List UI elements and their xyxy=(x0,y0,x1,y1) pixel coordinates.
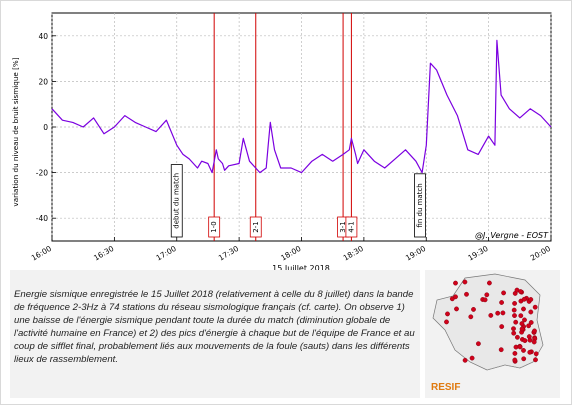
station-marker xyxy=(464,291,469,297)
station-marker xyxy=(487,280,492,286)
series-line xyxy=(51,39,552,174)
station-marker xyxy=(515,334,520,340)
x-tick-label: 16:00 xyxy=(30,244,53,263)
station-map-panel: RESIF xyxy=(425,270,560,398)
y-tick-label: 40 xyxy=(38,32,48,41)
station-marker xyxy=(512,301,518,306)
station-marker xyxy=(484,292,490,298)
x-tick-label: 19:30 xyxy=(466,244,489,263)
station-marker xyxy=(532,304,538,310)
station-marker xyxy=(499,300,505,305)
station-marker xyxy=(527,337,533,343)
y-tick-label: 0 xyxy=(43,123,48,132)
event-markers: debut du match 1-0 2-1 3-1 4-1 fin du match xyxy=(170,13,426,241)
station-marker xyxy=(512,357,518,363)
station-marker xyxy=(533,357,538,363)
caption-text: Energie sismique enregistrée le 15 Juill… xyxy=(14,289,415,365)
station-marker xyxy=(453,280,458,286)
station-marker xyxy=(517,344,523,350)
station-marker xyxy=(519,321,525,326)
france-station-map: RESIF xyxy=(431,273,544,393)
station-marker xyxy=(512,313,517,318)
station-marker xyxy=(495,310,501,316)
y-tick-label: -20 xyxy=(36,169,48,178)
station-marker xyxy=(522,338,528,344)
event-label: 1-0 xyxy=(210,221,218,232)
station-marker xyxy=(533,351,539,357)
resif-logo: RESIF xyxy=(431,382,460,393)
y-tick-label: -40 xyxy=(36,214,48,223)
station-marker xyxy=(522,317,527,323)
x-tick-label: 19:00 xyxy=(404,244,427,263)
station-marker xyxy=(532,328,537,334)
station-marker xyxy=(462,357,468,363)
x-axis-label: 15 Juillet 2018 xyxy=(272,264,330,273)
station-marker xyxy=(445,311,450,317)
x-tick-label: 18:30 xyxy=(342,244,365,263)
x-tick-label: 20:00 xyxy=(529,244,552,263)
y-tick-label: 20 xyxy=(38,77,48,86)
station-marker xyxy=(471,307,476,312)
station-marker xyxy=(512,351,518,356)
event-label-box xyxy=(345,216,358,238)
x-tick-label: 17:30 xyxy=(217,244,240,263)
station-marker xyxy=(527,349,533,355)
event-label: fin du match xyxy=(416,183,424,227)
map-border-line xyxy=(486,361,534,371)
map-land xyxy=(432,273,544,371)
credit-text: @J. Vergne - EOST xyxy=(475,231,549,240)
station-marker xyxy=(469,355,475,361)
station-marker xyxy=(521,356,527,362)
station-marker xyxy=(511,307,517,313)
event-label: 2-1 xyxy=(252,221,260,232)
x-tick-label: 16:30 xyxy=(92,244,115,263)
station-marker xyxy=(498,347,504,353)
station-marker xyxy=(500,310,506,316)
station-marker xyxy=(468,314,474,320)
seismic-noise-chart: debut du match 1-0 2-1 3-1 4-1 fin du match 1… xyxy=(11,12,552,273)
station-marker xyxy=(513,319,519,325)
station-marker xyxy=(482,297,488,303)
station-marker xyxy=(444,319,449,325)
event-label-box xyxy=(249,216,262,238)
x-tick-label: 18:00 xyxy=(279,244,302,263)
station-marker xyxy=(462,279,468,285)
station-marker xyxy=(499,324,505,329)
station-marker xyxy=(521,306,526,312)
event-label: debut du match xyxy=(173,173,181,229)
station-marker xyxy=(513,344,519,350)
station-marker xyxy=(528,297,534,302)
station-marker xyxy=(531,339,537,345)
station-marker xyxy=(526,323,532,329)
station-marker xyxy=(528,309,534,315)
station-marker xyxy=(519,326,525,332)
station-marker xyxy=(511,330,517,336)
y-axis-label: variation du niveau de bruit sismique [%… xyxy=(11,57,20,206)
station-marker xyxy=(501,290,507,296)
station-marker xyxy=(518,289,524,294)
station-marker xyxy=(521,348,526,353)
event-label: 3-1 xyxy=(339,221,347,232)
caption-box xyxy=(10,270,420,398)
station-markers xyxy=(444,279,539,364)
event-label-box xyxy=(208,216,221,238)
station-marker xyxy=(528,320,534,325)
station-marker xyxy=(521,296,527,302)
event-label-box xyxy=(414,173,426,238)
station-marker xyxy=(511,326,516,332)
station-marker xyxy=(453,294,458,300)
event-label: 4-1 xyxy=(347,221,355,232)
x-tick-label: 17:00 xyxy=(155,244,178,263)
station-marker xyxy=(454,306,459,312)
station-marker xyxy=(476,341,481,347)
station-marker xyxy=(488,313,494,318)
station-marker xyxy=(518,313,524,319)
